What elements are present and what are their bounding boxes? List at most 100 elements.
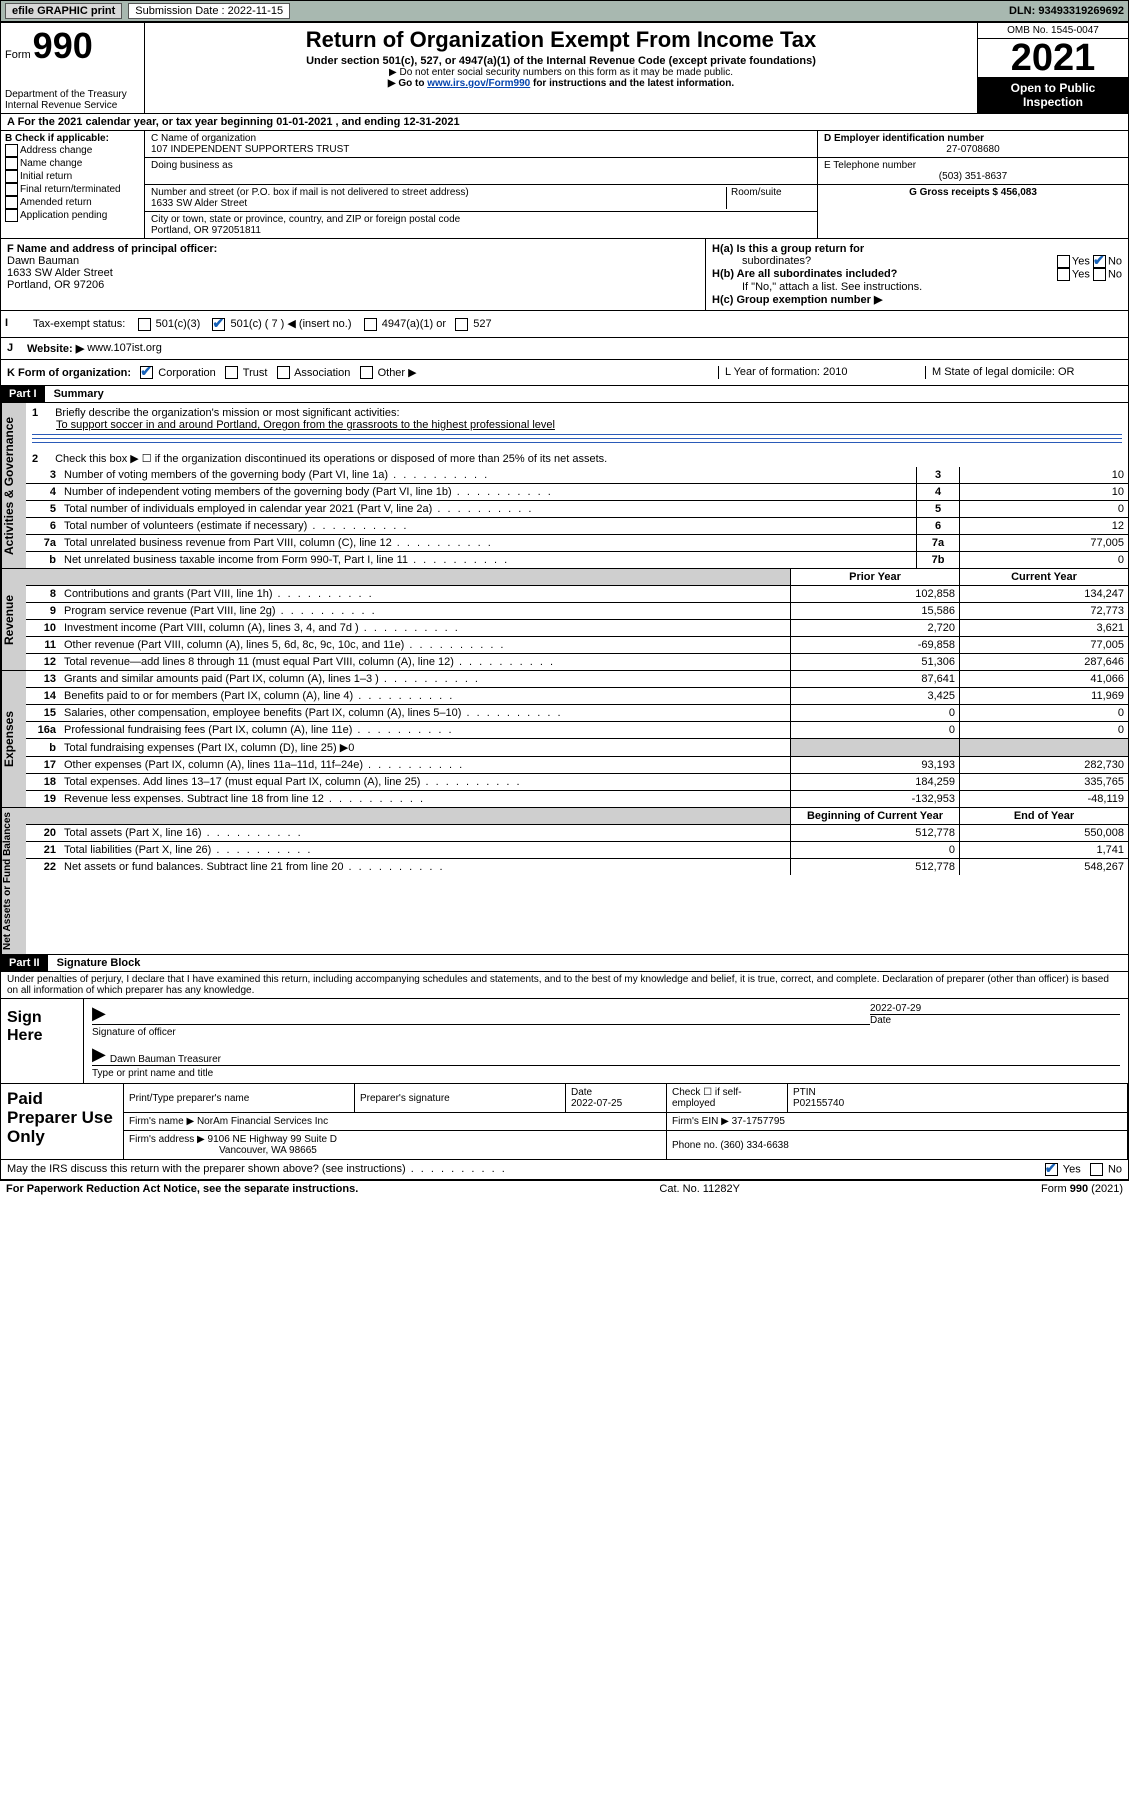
firm-addr1: 9106 NE Highway 99 Suite D	[208, 1134, 338, 1145]
part1-title: Summary	[48, 388, 104, 400]
sig-officer-label: Signature of officer	[92, 1027, 870, 1038]
lbl-name-change: Name change	[20, 158, 82, 169]
lbl-other: Other ▶	[378, 367, 417, 379]
ha-sub: subordinates?	[712, 255, 811, 268]
hb-note: If "No," attach a list. See instructions…	[712, 281, 1122, 293]
part2-title: Signature Block	[51, 957, 141, 969]
may-irs-text: May the IRS discuss this return with the…	[7, 1163, 406, 1175]
lbl-initial-return: Initial return	[20, 171, 72, 182]
addr-label: Number and street (or P.O. box if mail i…	[151, 187, 722, 198]
lbl-irs-no: No	[1108, 1164, 1122, 1176]
lbl-4947: 4947(a)(1) or	[382, 318, 446, 330]
chk-irs-yes[interactable]	[1045, 1163, 1058, 1176]
mission-text: To support soccer in and around Portland…	[32, 419, 555, 431]
chk-assoc[interactable]	[277, 366, 290, 379]
prep-date: 2022-07-25	[571, 1098, 622, 1109]
form-ref: Form 990 (2021)	[1041, 1183, 1123, 1195]
lbl-corp: Corporation	[158, 367, 215, 379]
ein-value: 27-0708680	[824, 144, 1122, 155]
form-subtitle: Under section 501(c), 527, or 4947(a)(1)…	[151, 55, 971, 67]
prep-sig-label: Preparer's signature	[355, 1084, 566, 1113]
open-to-public: Open to Public Inspection	[978, 77, 1128, 113]
irs-link[interactable]: www.irs.gov/Form990	[427, 78, 530, 89]
arrow-icon: ▶	[92, 1003, 106, 1024]
ptin-label: PTIN	[793, 1087, 816, 1098]
prep-check: Check ☐ if self-employed	[667, 1084, 788, 1113]
lbl-final-return: Final return/terminated	[20, 184, 121, 195]
lbl-527: 527	[473, 318, 491, 330]
c-label: C Name of organization	[151, 133, 811, 144]
table-revenue: Prior YearCurrent Year8Contributions and…	[26, 569, 1128, 670]
col-b-title: B Check if applicable:	[5, 133, 140, 144]
lbl-amended: Amended return	[20, 197, 92, 208]
form-number: 990	[33, 25, 93, 67]
ha-label: H(a) Is this a group return for	[712, 243, 864, 255]
chk-527[interactable]	[455, 318, 468, 331]
chk-trust[interactable]	[225, 366, 238, 379]
lbl-no: No	[1108, 255, 1122, 267]
sig-date: 2022-07-29	[870, 1003, 1120, 1015]
chk-other[interactable]	[360, 366, 373, 379]
form-container: Form 990 Department of the Treasury Inte…	[0, 22, 1129, 1181]
chk-final-return[interactable]	[5, 183, 18, 196]
firm-addr2: Vancouver, WA 98665	[129, 1145, 317, 1156]
chk-501c3[interactable]	[138, 318, 151, 331]
efile-print-button[interactable]: efile GRAPHIC print	[5, 3, 122, 19]
pra-notice: For Paperwork Reduction Act Notice, see …	[6, 1183, 358, 1195]
website-value: www.107ist.org	[87, 342, 162, 355]
goto-post: for instructions and the latest informat…	[530, 78, 734, 89]
irs-label: Internal Revenue Service	[5, 100, 140, 111]
chk-hb-yes[interactable]	[1057, 268, 1070, 281]
prep-date-label: Date	[571, 1087, 592, 1098]
lbl-irs-yes: Yes	[1063, 1164, 1081, 1176]
lbl-yes-2: Yes	[1072, 268, 1090, 280]
chk-corp[interactable]	[140, 366, 153, 379]
ptin-value: P02155740	[793, 1098, 844, 1109]
form-title: Return of Organization Exempt From Incom…	[151, 27, 971, 53]
lbl-assoc: Association	[294, 367, 350, 379]
chk-4947[interactable]	[364, 318, 377, 331]
line2-text: Check this box ▶ ☐ if the organization d…	[55, 453, 607, 465]
page-footer: For Paperwork Reduction Act Notice, see …	[0, 1181, 1129, 1197]
sig-date-label: Date	[870, 1015, 1120, 1026]
lbl-address-change: Address change	[20, 145, 92, 156]
paid-preparer-table: Print/Type preparer's name Preparer's si…	[124, 1084, 1128, 1159]
chk-name-change[interactable]	[5, 157, 18, 170]
org-name: 107 INDEPENDENT SUPPORTERS TRUST	[151, 144, 811, 155]
table-expenses: 13Grants and similar amounts paid (Part …	[26, 671, 1128, 807]
line1-label: Briefly describe the organization's miss…	[55, 407, 399, 419]
chk-app-pending[interactable]	[5, 209, 18, 222]
goto-pre: ▶ Go to	[388, 78, 427, 89]
m-state: M State of legal domicile: OR	[925, 366, 1122, 380]
ein-label: D Employer identification number	[824, 133, 1122, 144]
chk-501c[interactable]	[212, 318, 225, 331]
chk-hb-no[interactable]	[1093, 268, 1106, 281]
chk-irs-no[interactable]	[1090, 1163, 1103, 1176]
hc-label: H(c) Group exemption number ▶	[712, 293, 1122, 306]
row-a-tax-year: A For the 2021 calendar year, or tax yea…	[1, 114, 1128, 131]
k-label: K Form of organization:	[7, 367, 131, 379]
cat-no: Cat. No. 11282Y	[659, 1183, 740, 1195]
chk-address-change[interactable]	[5, 144, 18, 157]
part1-label: Part I	[1, 386, 45, 402]
dln: DLN: 93493319269692	[1009, 5, 1124, 17]
vtab-revenue: Revenue	[1, 569, 26, 670]
tax-year: 2021	[978, 39, 1128, 77]
lbl-yes: Yes	[1072, 255, 1090, 267]
vtab-expenses: Expenses	[1, 671, 26, 807]
form-note-1: ▶ Do not enter social security numbers o…	[151, 67, 971, 78]
phone-value: (503) 351-8637	[824, 171, 1122, 182]
firm-ein: 37-1757795	[732, 1116, 785, 1127]
chk-ha-no[interactable]	[1093, 255, 1106, 268]
form-header: Form 990 Department of the Treasury Inte…	[1, 23, 1128, 114]
sig-name-label: Type or print name and title	[92, 1068, 1120, 1079]
vtab-activities: Activities & Governance	[1, 403, 26, 568]
chk-ha-yes[interactable]	[1057, 255, 1070, 268]
table-activities: 3Number of voting members of the governi…	[26, 467, 1128, 568]
dba-label: Doing business as	[151, 160, 811, 171]
lbl-app-pending: Application pending	[20, 210, 107, 221]
arrow-icon-2: ▶	[92, 1044, 106, 1065]
gross-receipts: G Gross receipts $ 456,083	[818, 185, 1128, 200]
chk-initial-return[interactable]	[5, 170, 18, 183]
chk-amended[interactable]	[5, 196, 18, 209]
